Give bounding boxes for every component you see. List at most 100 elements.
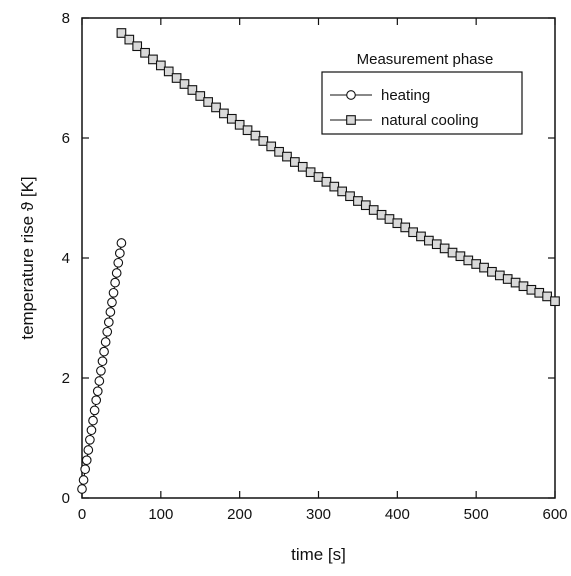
data-point	[424, 235, 434, 246]
data-point	[96, 365, 106, 376]
y-tick-label: 0	[62, 490, 70, 507]
data-point	[163, 66, 174, 77]
data-point	[392, 218, 403, 229]
data-point	[416, 231, 426, 242]
data-point	[455, 251, 466, 262]
legend-marker	[346, 115, 356, 125]
data-point	[86, 425, 97, 436]
data-point	[250, 130, 261, 141]
data-point	[502, 274, 513, 284]
x-tick-label: 0	[78, 506, 86, 523]
legend-entries: heating natural cooling	[330, 87, 479, 129]
data-point	[100, 337, 111, 347]
data-point	[211, 102, 221, 113]
data-point	[242, 125, 253, 136]
data-point	[360, 200, 371, 211]
x-axis-title: time [s]	[291, 545, 346, 564]
series-natural-cooling	[116, 28, 560, 307]
data-point	[88, 415, 98, 426]
data-point	[534, 287, 545, 298]
legend-box	[321, 71, 523, 135]
data-point	[108, 287, 119, 298]
data-point	[439, 243, 450, 254]
x-tick-label: 400	[385, 506, 410, 523]
data-point	[297, 161, 308, 172]
data-point	[463, 255, 474, 266]
data-point	[289, 157, 300, 167]
data-point	[113, 257, 124, 268]
x-tick-label: 600	[542, 506, 567, 523]
data-point	[85, 434, 95, 445]
legend-label: heating	[381, 87, 430, 104]
data-point	[94, 376, 105, 386]
legend: Measurement phase heating natural cooling	[321, 51, 523, 135]
data-point	[187, 85, 198, 95]
data-point	[80, 464, 91, 475]
data-point	[78, 475, 89, 485]
series-layer	[77, 28, 560, 494]
data-point	[258, 136, 269, 146]
axis-ticks	[81, 17, 556, 499]
x-tick-label: 100	[148, 506, 173, 523]
data-point	[140, 47, 150, 58]
data-point	[110, 277, 120, 288]
data-point	[408, 227, 418, 238]
data-point	[542, 291, 552, 302]
y-axis-title: temperature rise ϑ [K]	[18, 176, 37, 339]
data-point	[132, 41, 143, 52]
legend-entry: natural cooling	[330, 112, 479, 129]
legend-label: natural cooling	[381, 112, 479, 129]
data-point	[179, 79, 190, 89]
data-point	[447, 247, 458, 258]
data-point	[353, 196, 363, 206]
data-point	[487, 266, 497, 277]
data-point	[124, 34, 135, 45]
data-point	[321, 176, 332, 187]
axis-tick-labels: 0 100 200 300 400 500 600 0 2 4 6 8	[62, 10, 568, 523]
data-point	[103, 317, 114, 328]
data-point	[526, 284, 537, 295]
data-point	[234, 119, 245, 130]
data-point	[89, 405, 100, 416]
data-point	[471, 259, 482, 269]
data-point	[274, 146, 284, 157]
data-point	[550, 296, 560, 307]
data-point	[99, 346, 109, 357]
data-point	[313, 172, 324, 182]
data-point	[329, 181, 340, 192]
data-point	[368, 205, 379, 215]
x-tick-label: 500	[464, 506, 489, 523]
data-point	[116, 238, 127, 248]
legend-title: Measurement phase	[357, 51, 494, 68]
legend-entry: heating	[330, 87, 430, 104]
data-point	[148, 54, 158, 65]
data-point	[479, 262, 489, 273]
data-point	[510, 277, 521, 288]
y-tick-label: 8	[62, 10, 70, 27]
x-tick-label: 200	[227, 506, 252, 523]
data-point	[345, 191, 355, 202]
data-point	[266, 141, 277, 152]
data-point	[97, 356, 108, 367]
data-point	[92, 386, 103, 397]
data-point	[494, 270, 505, 281]
data-point	[83, 445, 94, 455]
data-point	[91, 395, 102, 406]
x-tick-label: 300	[306, 506, 331, 523]
data-point	[114, 248, 125, 259]
data-point	[384, 214, 395, 224]
data-point	[81, 455, 92, 466]
data-point	[518, 281, 529, 292]
data-point	[337, 186, 348, 197]
data-point	[107, 297, 117, 308]
data-point	[105, 307, 116, 317]
data-point	[111, 268, 122, 278]
data-point	[431, 239, 442, 250]
y-tick-label: 2	[62, 370, 70, 387]
data-point	[77, 484, 87, 494]
data-point	[305, 167, 316, 178]
data-point	[116, 28, 127, 38]
data-point	[400, 222, 411, 233]
legend-marker	[346, 90, 356, 100]
